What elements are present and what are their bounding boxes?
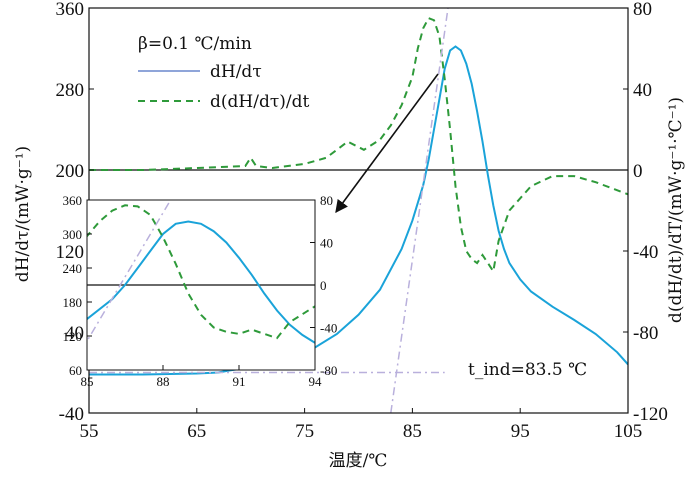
tangent-line xyxy=(390,8,449,413)
y-right-tick-label: -120 xyxy=(633,404,668,425)
y-axis-left-label: dH/dτ/(mW·g⁻¹) xyxy=(13,146,33,282)
derivative-line xyxy=(89,16,628,274)
x-axis-ticks: 55 65 75 85 95 105 xyxy=(80,408,643,442)
inset-y-left-tick-label: 180 xyxy=(63,295,83,310)
inset-y-right-tick-label: 0 xyxy=(320,278,327,293)
induction-temperature-label: t_ind=83.5 ℃ xyxy=(468,360,587,380)
y-left-tick-label: 200 xyxy=(56,161,85,182)
legend-beta: β=0.1 ℃/min xyxy=(138,34,252,54)
inset-y-right-tick-label: 40 xyxy=(320,236,333,251)
zoom-arrow xyxy=(335,73,439,214)
inset-y-left-tick-label: 240 xyxy=(63,261,83,276)
inset-y-left-tick-label: 300 xyxy=(63,227,83,242)
legend-label-heat-flow: dH/dτ xyxy=(210,62,262,82)
y-right-tick-label: 0 xyxy=(633,161,643,182)
x-tick-label: 95 xyxy=(511,421,530,442)
y-axis-right-label: d(dH/dt)/dT/(mW·g⁻¹·℃⁻¹) xyxy=(666,97,686,323)
x-tick-label: 55 xyxy=(80,421,99,442)
inset-heat-flow-line xyxy=(87,220,315,344)
y-axis-right-ticks: -120 -80 -40 0 40 80 xyxy=(623,0,668,425)
inset-x-tick-label: 94 xyxy=(309,374,323,389)
y-left-tick-label: 360 xyxy=(56,0,85,20)
inset-tangent-line xyxy=(87,200,172,343)
y-left-tick-label: 40 xyxy=(65,323,84,344)
inset-y-left-tick-label: 60 xyxy=(69,363,82,378)
inset-y-left-tick-label: 360 xyxy=(63,193,83,208)
legend-label-derivative: d(dH/dτ)/dt xyxy=(210,92,309,112)
y-right-tick-label: 40 xyxy=(633,80,652,101)
inset-y-right-tick-label: -80 xyxy=(320,363,337,378)
x-axis-label: 温度/℃ xyxy=(329,451,388,471)
y-right-tick-label: -80 xyxy=(633,323,658,344)
x-tick-label: 85 xyxy=(403,421,422,442)
inset-plot-area xyxy=(87,200,315,344)
x-tick-label: 75 xyxy=(295,421,314,442)
y-left-tick-label: 280 xyxy=(56,80,85,101)
inset-x-tick-label: 88 xyxy=(157,374,170,389)
inset-x-ticks: 85 88 91 94 xyxy=(81,365,323,389)
y-left-tick-label: -40 xyxy=(59,404,84,425)
inset-y-right-ticks: -80 -40 0 40 80 xyxy=(310,193,337,378)
inset-y-right-tick-label: 80 xyxy=(320,193,333,208)
inset-y-right-tick-label: -40 xyxy=(320,321,337,336)
x-tick-label: 65 xyxy=(187,421,206,442)
x-tick-label: 105 xyxy=(614,421,643,442)
y-left-tick-label: 120 xyxy=(56,242,85,263)
inset-x-tick-label: 91 xyxy=(233,374,246,389)
inset-y-left-tick-label: 120 xyxy=(63,329,83,344)
inset-x-tick-label: 85 xyxy=(81,374,94,389)
y-right-tick-label: -40 xyxy=(633,242,658,263)
inset-derivative-line xyxy=(87,204,315,340)
legend: β=0.1 ℃/min dH/dτ d(dH/dτ)/dt xyxy=(138,34,309,112)
y-right-tick-label: 80 xyxy=(633,0,652,20)
inset-y-left-ticks: 60 120 180 240 300 360 xyxy=(63,193,92,378)
